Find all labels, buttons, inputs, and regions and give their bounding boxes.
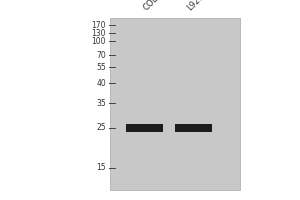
Bar xyxy=(126,124,163,132)
Text: COLO: COLO xyxy=(142,0,165,12)
Text: L929: L929 xyxy=(186,0,206,12)
Text: 55: 55 xyxy=(96,62,106,72)
Text: 40: 40 xyxy=(96,78,106,88)
Text: 70: 70 xyxy=(96,50,106,60)
Text: 25: 25 xyxy=(96,123,106,132)
Text: 15: 15 xyxy=(96,164,106,172)
Bar xyxy=(175,124,212,132)
Text: 100: 100 xyxy=(92,36,106,46)
Text: 170: 170 xyxy=(92,21,106,29)
Text: 130: 130 xyxy=(92,28,106,38)
Bar xyxy=(110,18,240,190)
Text: 35: 35 xyxy=(96,98,106,108)
